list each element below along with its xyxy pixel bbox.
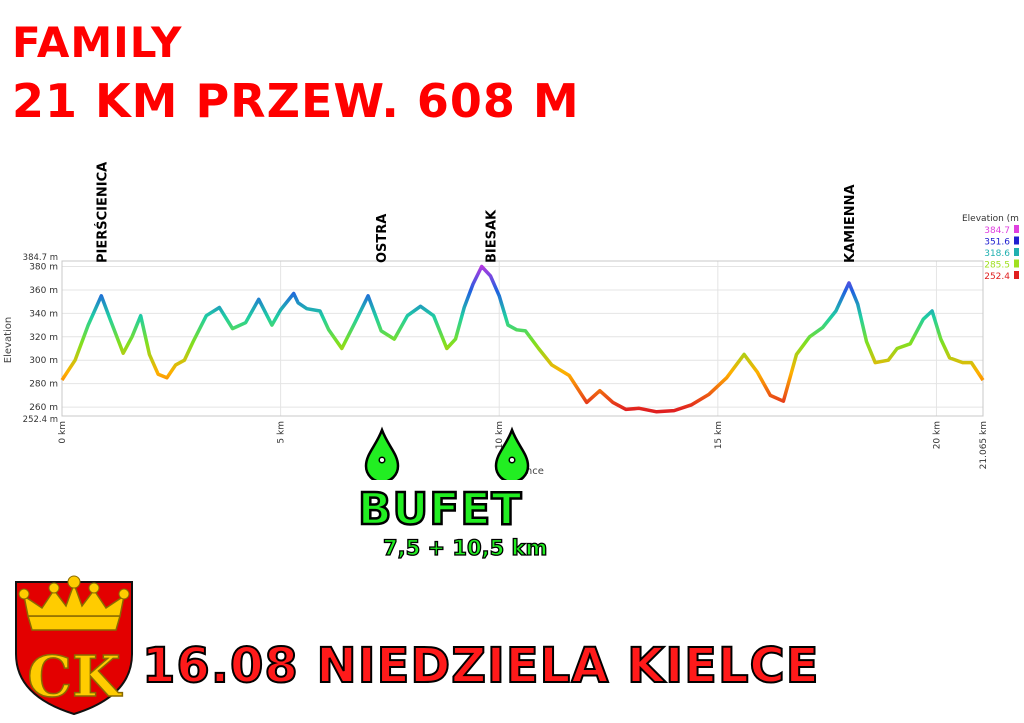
peak-label: KAMIENNA	[843, 184, 858, 263]
plot-frame	[61, 260, 984, 417]
drop-dot	[508, 456, 516, 464]
grid	[61, 261, 984, 416]
event-title: FAMILY	[12, 18, 183, 67]
drop-shape	[494, 426, 530, 480]
x-tick-label: 20 km	[932, 421, 942, 449]
legend-entry: 285.5	[984, 261, 1010, 271]
y-tick-label: 380 m	[29, 263, 58, 273]
legend-entry: 384.7	[984, 226, 1010, 236]
y-tick-label: 360 m	[29, 286, 58, 296]
legend-swatch	[1014, 271, 1019, 279]
x-tick-label: 15 km	[714, 421, 724, 449]
event-date-location: 16.08 NIEDZIELA KIELCE	[141, 637, 820, 695]
legend-entry: 351.6	[984, 238, 1010, 248]
peak-label: PIERŚCIENICA	[94, 162, 110, 263]
axes: 260 m 280 m 300 m 320 m 340 m 360 m 380 m384.7…	[23, 253, 989, 469]
peak-labels: PIERŚCIENICA OSTRA BIESAK KAMIENNA	[94, 162, 858, 263]
legend-swatch	[1014, 225, 1019, 233]
legend-entry: 318.6	[984, 249, 1010, 259]
y-axis-label: Elevation	[3, 317, 14, 363]
y-tick-label: 340 m	[29, 309, 58, 319]
elevation-line	[60, 264, 985, 414]
legend-swatch	[1014, 259, 1019, 268]
water-drop-icon	[364, 426, 400, 480]
y-tick-label: 280 m	[29, 380, 58, 390]
y-tick-label: 260 m	[29, 403, 58, 413]
crest-letters: CK	[27, 644, 123, 710]
legend-swatch	[1014, 248, 1019, 256]
y-tick-label: 300 m	[29, 356, 58, 366]
y-tick-label: 320 m	[29, 333, 58, 343]
x-tick-label: 10 km	[495, 421, 505, 449]
legend-title: Elevation (m	[962, 214, 1019, 224]
kielce-coat-of-arms-icon: CK	[15, 575, 133, 716]
water-drop-icon	[494, 426, 530, 480]
x-tick-label: 0 km	[58, 421, 68, 444]
peak-label: BIESAK	[484, 209, 499, 263]
drop-shape	[364, 426, 400, 480]
event-subtitle: 21 KM PRZEW. 608 M	[12, 74, 580, 128]
x-tick-label: 5 km	[277, 421, 287, 444]
drop-dot	[378, 456, 386, 464]
peak-label: OSTRA	[375, 214, 390, 263]
bufet-distances: 7,5 + 10,5 km	[382, 535, 548, 560]
y-extreme-label: 252.4 m	[23, 415, 58, 425]
bufet-label: BUFET	[357, 483, 523, 537]
x-tick-label: 21.065 km	[979, 421, 989, 469]
legend-swatch	[1014, 236, 1019, 245]
legend-entry: 252.4	[984, 272, 1010, 282]
y-extreme-label: 384.7 m	[23, 253, 58, 263]
bufet-markers	[364, 426, 530, 480]
